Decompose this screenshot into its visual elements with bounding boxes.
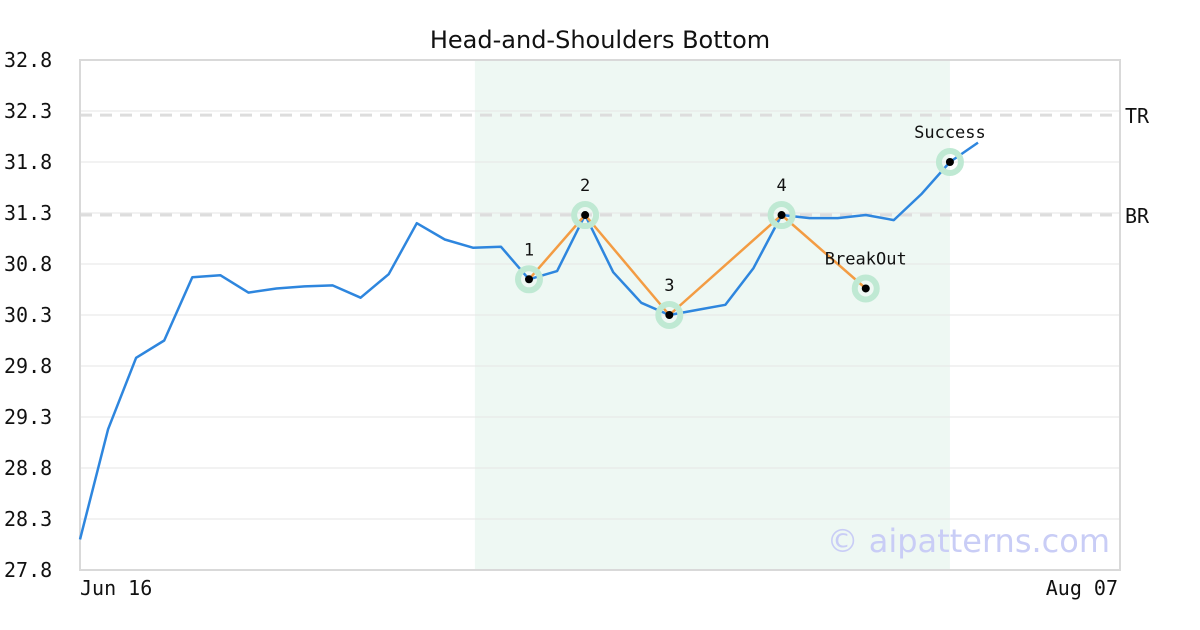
pattern-markers-layer: 1 2 3 4 BreakOut Success (515, 123, 986, 329)
pattern-marker-halo-2 (571, 201, 600, 230)
pattern-marker-2 (581, 211, 590, 220)
y-tick-label: 30.8 (4, 252, 52, 276)
pattern-marker-success (945, 158, 954, 166)
pattern-marker-halo-success (935, 148, 964, 176)
level-lines-layer: TR BR (80, 104, 1150, 228)
pattern-label-2: 2 (580, 176, 590, 196)
pattern-label-success: Success (914, 123, 986, 143)
y-tick-label: 31.8 (4, 150, 52, 174)
y-tick-label: 28.8 (4, 456, 52, 480)
y-tick-label: 27.8 (4, 558, 52, 582)
plot-frame (79, 59, 1121, 571)
pattern-label-breakout: BreakOut (825, 249, 907, 269)
y-tick-label: 29.8 (4, 354, 52, 378)
y-tick-label: 30.3 (4, 303, 52, 327)
y-tick-label: 29.3 (4, 405, 52, 429)
pattern-marker-halo-breakout (851, 274, 880, 303)
pattern-marker-breakout (861, 284, 870, 293)
y-tick-label: 32.8 (4, 48, 52, 72)
pattern-marker-halo-4 (767, 201, 796, 230)
pattern-marker-halo-3 (655, 301, 684, 329)
pattern-marker-1 (525, 275, 533, 284)
chart-title: Head-and-Shoulders Bottom (430, 26, 770, 54)
x-tick-label-end: Aug 07 (1046, 576, 1118, 600)
pattern-marker-halo-1 (515, 265, 543, 294)
y-tick-label: 28.3 (4, 507, 52, 531)
level-label-br: BR (1125, 204, 1150, 228)
pattern-label-1: 1 (524, 240, 534, 260)
watermark: © aipatterns.com (827, 522, 1110, 560)
y-tick-label: 31.3 (4, 201, 52, 225)
y-tick-labels: 27.8 28.3 28.8 29.3 29.8 30.3 30.8 31.3 31.8 32.3… (4, 48, 52, 582)
level-label-tr: TR (1125, 104, 1150, 128)
pattern-marker-3 (665, 311, 674, 319)
pattern-label-3: 3 (664, 276, 674, 296)
x-tick-label-start: Jun 16 (80, 576, 152, 600)
pattern-marker-4 (777, 211, 786, 220)
y-tick-label: 32.3 (4, 99, 52, 123)
pattern-label-4: 4 (776, 176, 786, 196)
